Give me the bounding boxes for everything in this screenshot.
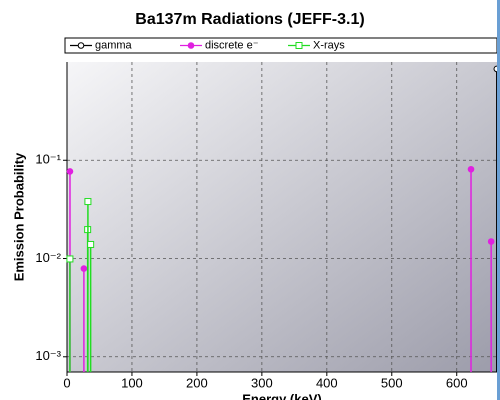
chart-title: Ba137m Radiations (JEFF-3.1) [135, 11, 364, 28]
x-tick-label: 300 [251, 375, 273, 390]
marker [467, 165, 475, 173]
legend-marker [295, 42, 303, 49]
legend-marker [187, 42, 195, 49]
y-tick-label: 10⁻¹ [35, 152, 61, 167]
x-tick-label: 0 [63, 375, 70, 390]
marker [87, 240, 95, 248]
marker [66, 255, 74, 263]
x-tick-label: 600 [446, 375, 468, 390]
x-tick-label: 500 [381, 375, 403, 390]
x-tick-label: 200 [186, 375, 208, 390]
marker [84, 198, 92, 206]
marker [80, 265, 88, 272]
marker [487, 238, 495, 245]
legend-marker [77, 42, 85, 49]
x-tick-label: 100 [121, 375, 143, 390]
marker [66, 168, 74, 175]
legend-label: gamma [95, 39, 133, 51]
y-tick-label: 10⁻³ [35, 348, 61, 363]
x-tick-label: 400 [316, 375, 338, 390]
legend-label: discrete e⁻ [205, 39, 259, 51]
y-axis-label: Emission Probability [11, 152, 26, 281]
legend-label: X-rays [313, 39, 345, 51]
plot-area [67, 62, 497, 372]
x-axis-label: Energy (keV) [242, 391, 321, 400]
y-tick-label: 10⁻² [35, 250, 61, 265]
